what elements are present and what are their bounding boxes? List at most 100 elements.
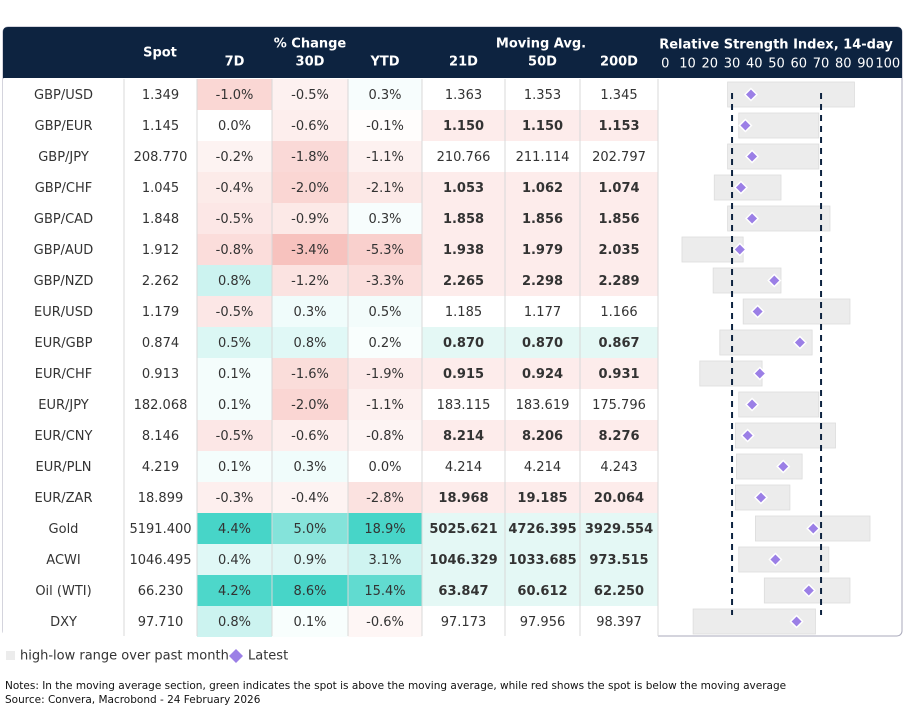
- cell: -0.6%: [291, 119, 329, 134]
- cell-bg: [505, 358, 580, 389]
- x-tick-label: 80: [835, 57, 852, 72]
- cell: 0.1%: [293, 615, 326, 630]
- cell-bg: [422, 79, 505, 110]
- cell-bg: [272, 451, 348, 482]
- cell: 4726.395: [508, 522, 576, 537]
- cell-bg: [505, 420, 580, 451]
- row-label: Oil (WTI): [35, 584, 91, 599]
- cell-bg: [348, 513, 422, 544]
- cell-bg: [272, 172, 348, 203]
- cell: 175.796: [592, 398, 646, 413]
- cell-bg: [348, 296, 422, 327]
- cell: 18.899: [138, 491, 184, 506]
- row-label: GBP/USD: [34, 88, 93, 103]
- cell: 63.847: [438, 584, 488, 599]
- cell-bg: [272, 327, 348, 358]
- cell: 0.915: [443, 367, 484, 382]
- cell: 98.397: [596, 615, 642, 630]
- cell: 0.1%: [218, 398, 251, 413]
- cell-bg: [197, 513, 272, 544]
- cell: 1.062: [522, 181, 563, 196]
- cell-bg: [3, 544, 124, 575]
- cell: -2.1%: [366, 181, 404, 196]
- cell-bg: [3, 420, 124, 451]
- cell: 182.068: [134, 398, 188, 413]
- cell-bg: [580, 358, 658, 389]
- cell: -0.5%: [216, 429, 254, 444]
- cell-bg: [580, 389, 658, 420]
- cell-bg: [348, 482, 422, 513]
- cell: 0.924: [522, 367, 563, 382]
- cell: 1046.495: [129, 553, 191, 568]
- x-tick-label: 10: [679, 57, 696, 72]
- cell-bg: [580, 513, 658, 544]
- cell-bg: [124, 327, 197, 358]
- cell: 1.153: [598, 119, 639, 134]
- cell: 210.766: [437, 150, 491, 165]
- cell: 1.345: [600, 88, 637, 103]
- cell-bg: [3, 451, 124, 482]
- cell: -1.0%: [216, 88, 254, 103]
- cell: -0.5%: [216, 305, 254, 320]
- cell-bg: [505, 575, 580, 606]
- cell-bg: [272, 482, 348, 513]
- cell: 97.956: [520, 615, 566, 630]
- cell: -0.6%: [291, 429, 329, 444]
- moving-avg-header: Moving Avg.: [496, 37, 586, 52]
- cell: -0.5%: [291, 88, 329, 103]
- cell-bg: [422, 234, 505, 265]
- cell-bg: [3, 606, 124, 637]
- cell: -1.2%: [291, 274, 329, 289]
- cell: 4.214: [445, 460, 482, 475]
- note: Source: Convera, Macrobond - 24 February…: [5, 694, 261, 706]
- cell: 0.874: [142, 336, 179, 351]
- cell: 973.515: [589, 553, 648, 568]
- cell: -0.9%: [291, 212, 329, 227]
- cell-bg: [272, 544, 348, 575]
- cell: 0.5%: [368, 305, 401, 320]
- cell-bg: [422, 327, 505, 358]
- change-col-header: 7D: [225, 55, 245, 70]
- cell: 1.045: [142, 181, 179, 196]
- cell-bg: [124, 482, 197, 513]
- cell-bg: [505, 544, 580, 575]
- cell-bg: [124, 141, 197, 172]
- row-label: EUR/JPY: [38, 398, 89, 413]
- cell-bg: [422, 575, 505, 606]
- legend-swatch: [6, 651, 15, 660]
- cell: 0.4%: [218, 553, 251, 568]
- cell: 1046.329: [429, 553, 497, 568]
- latest-marker: [753, 490, 769, 505]
- cell: 0.8%: [218, 274, 251, 289]
- cell: 1.145: [142, 119, 179, 134]
- range-bar: [727, 143, 820, 170]
- cell: 5.0%: [293, 522, 326, 537]
- cell-bg: [348, 575, 422, 606]
- cell: 1.856: [598, 212, 639, 227]
- cell-bg: [197, 265, 272, 296]
- cell-bg: [422, 172, 505, 203]
- cell-bg: [197, 79, 272, 110]
- cell-bg: [580, 110, 658, 141]
- cell: 0.8%: [218, 615, 251, 630]
- x-tick-label: 40: [746, 57, 763, 72]
- cell-bg: [505, 234, 580, 265]
- latest-marker: [776, 459, 791, 474]
- cell: 1.179: [142, 305, 179, 320]
- cell-bg: [505, 172, 580, 203]
- cell: -1.1%: [366, 150, 404, 165]
- x-tick-label: 20: [702, 57, 719, 72]
- cell-bg: [348, 172, 422, 203]
- cell-bg: [505, 296, 580, 327]
- cell-bg: [422, 451, 505, 482]
- cell-bg: [505, 110, 580, 141]
- header-band: [3, 27, 902, 78]
- cell-bg: [505, 482, 580, 513]
- cell: 20.064: [594, 491, 644, 506]
- cell: -1.1%: [366, 398, 404, 413]
- cell: 2.289: [598, 274, 639, 289]
- cell-bg: [124, 296, 197, 327]
- cell-bg: [197, 234, 272, 265]
- cell-bg: [124, 606, 197, 637]
- cell: 0.1%: [218, 367, 251, 382]
